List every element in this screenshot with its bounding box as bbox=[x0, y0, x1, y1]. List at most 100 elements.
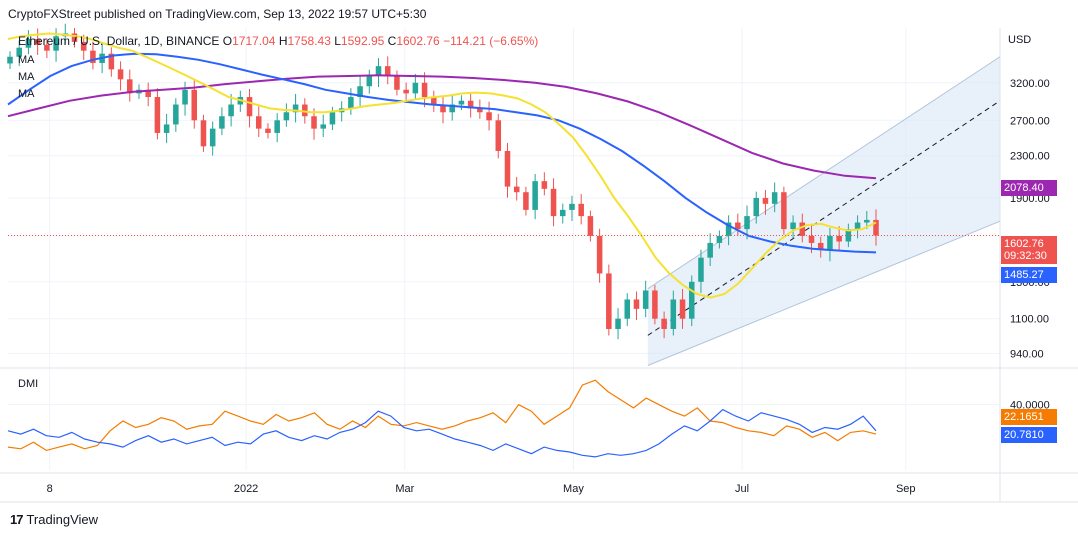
time-tick-label: Mar bbox=[395, 483, 414, 495]
price-tick-label: 2700.00 bbox=[1010, 115, 1050, 127]
price-tick-label: 2300.00 bbox=[1010, 151, 1050, 163]
candle-body bbox=[329, 112, 336, 125]
ma200-line bbox=[7, 74, 877, 180]
change-value: −114.21 (−6.65%) bbox=[443, 34, 539, 48]
ma-legend-3[interactable]: MA bbox=[18, 88, 35, 100]
candle-body bbox=[790, 222, 796, 230]
dmi-legend[interactable]: DMI bbox=[18, 378, 39, 390]
publisher-line: CryptoFXStreet published on TradingView.… bbox=[8, 7, 427, 21]
candle-body bbox=[209, 128, 216, 147]
candle-body bbox=[127, 79, 133, 94]
candle-body bbox=[817, 242, 824, 251]
candle-body bbox=[117, 69, 124, 80]
dmi-series-di-plus bbox=[7, 408, 877, 458]
candle-body bbox=[440, 104, 446, 113]
candle-body bbox=[560, 209, 566, 217]
candle-body bbox=[836, 235, 842, 242]
candle-body bbox=[16, 47, 22, 57]
candle-body bbox=[200, 120, 207, 147]
close-label: C bbox=[387, 34, 397, 48]
dmi-tick-label: 40.0000 bbox=[1010, 400, 1050, 412]
candle-body bbox=[670, 299, 677, 329]
candle-body bbox=[624, 299, 631, 319]
candle-body bbox=[154, 97, 161, 133]
candle-body bbox=[274, 120, 280, 133]
candle-body bbox=[292, 104, 299, 113]
candle-body bbox=[34, 39, 41, 45]
candle-body bbox=[716, 235, 723, 243]
candle-body bbox=[348, 97, 354, 109]
candle-body bbox=[569, 203, 575, 210]
candle-body bbox=[357, 86, 363, 98]
brand-name: TradingView bbox=[26, 512, 99, 527]
candle-body bbox=[71, 33, 78, 42]
candle-body bbox=[375, 66, 382, 76]
di-plus-badge: 20.7810 bbox=[1001, 427, 1057, 443]
countdown-timer: 09:32:30 bbox=[1004, 250, 1047, 262]
candle-body bbox=[808, 235, 815, 243]
candle-body bbox=[633, 299, 640, 309]
candle-body bbox=[412, 82, 419, 94]
footer-brand[interactable]: 17 TradingView bbox=[10, 512, 98, 527]
candle-body bbox=[827, 235, 833, 251]
symbol-name[interactable]: Ethereum / U.S. Dollar, 1D, BINANCE bbox=[18, 34, 220, 48]
candle-body bbox=[431, 97, 437, 105]
ma50-line bbox=[7, 32, 877, 299]
candle-body bbox=[854, 222, 861, 230]
candle-body bbox=[642, 290, 649, 309]
candle-body bbox=[606, 273, 612, 329]
candle-body bbox=[302, 104, 308, 117]
candle-body bbox=[864, 219, 870, 223]
candle-body bbox=[108, 53, 115, 70]
candle-body bbox=[25, 39, 32, 48]
candle-body bbox=[587, 216, 594, 236]
price-tick-label: 940.00 bbox=[1010, 348, 1044, 360]
candle-body bbox=[366, 75, 373, 87]
candle-body bbox=[7, 56, 13, 64]
high-label: H bbox=[278, 34, 288, 48]
symbol-legend: Ethereum / U.S. Dollar, 1D, BINANCE O171… bbox=[18, 34, 538, 48]
candle-body bbox=[873, 219, 879, 236]
ma-legend-2[interactable]: MA bbox=[18, 71, 35, 83]
candle-body bbox=[615, 318, 621, 329]
candle-body bbox=[191, 89, 198, 121]
candle-body bbox=[513, 186, 520, 193]
channel-lower-line bbox=[647, 220, 1001, 366]
candle-body bbox=[283, 112, 290, 121]
price-tick-label: 3200.00 bbox=[1010, 78, 1050, 90]
candle-body bbox=[578, 203, 584, 217]
low-value: 1592.95 bbox=[340, 34, 385, 48]
candle-body bbox=[163, 124, 170, 133]
candle-body bbox=[421, 82, 428, 98]
candle-body bbox=[384, 66, 391, 76]
channel-fill bbox=[647, 56, 1000, 366]
candle-body bbox=[449, 104, 455, 113]
candle-body bbox=[661, 318, 667, 329]
time-tick-label: May bbox=[563, 483, 584, 495]
candle-body bbox=[44, 44, 50, 51]
candle-body bbox=[652, 290, 658, 319]
open-label: O bbox=[222, 34, 233, 48]
high-value: 1758.43 bbox=[287, 34, 331, 48]
candle-body bbox=[90, 50, 96, 63]
candle-body bbox=[679, 299, 686, 319]
candle-body bbox=[762, 197, 769, 204]
dmi-series-di-minus bbox=[7, 379, 877, 452]
ma100-line bbox=[7, 52, 877, 254]
price-tick-label: 1100.00 bbox=[1010, 314, 1049, 326]
ma100-price-badge: 1485.27 bbox=[1001, 267, 1057, 283]
candle-body bbox=[495, 120, 502, 151]
candle-body bbox=[725, 222, 732, 236]
candle-body bbox=[467, 100, 474, 109]
time-tick-label: 2022 bbox=[234, 483, 258, 495]
candle-body bbox=[311, 116, 317, 129]
candle-body bbox=[458, 100, 465, 105]
ma-legend-1[interactable]: MA bbox=[18, 54, 35, 66]
candle-body bbox=[80, 41, 87, 51]
candle-body bbox=[486, 112, 492, 121]
tradingview-logo-icon: 17 bbox=[10, 512, 24, 527]
candle-body bbox=[698, 257, 704, 282]
candle-body bbox=[228, 104, 234, 117]
